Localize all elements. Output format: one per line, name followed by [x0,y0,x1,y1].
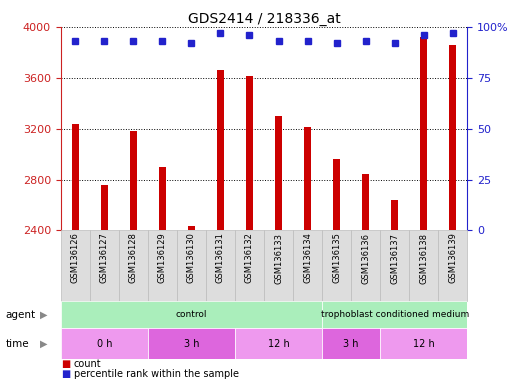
Bar [449,45,456,230]
Text: ▶: ▶ [40,310,47,320]
Bar [380,328,467,359]
Bar [333,159,340,230]
Text: GSM136136: GSM136136 [361,233,370,283]
Bar [130,131,137,230]
Text: time: time [5,339,29,349]
Bar [275,116,282,230]
Bar [351,230,380,301]
Bar [380,230,409,301]
Bar [438,230,467,301]
Bar [148,230,177,301]
Bar [322,230,351,301]
Bar [177,230,206,301]
Text: 3 h: 3 h [184,339,199,349]
Text: 0 h: 0 h [97,339,112,349]
Bar [235,328,322,359]
Text: control: control [176,310,207,319]
Text: ■: ■ [61,359,70,369]
Bar [90,230,119,301]
Text: percentile rank within the sample: percentile rank within the sample [74,369,239,379]
Bar [246,76,253,230]
Bar [322,301,467,328]
Text: GSM136128: GSM136128 [129,233,138,283]
Bar [391,200,398,230]
Text: GDS2414 / 218336_at: GDS2414 / 218336_at [187,12,341,25]
Text: GSM136138: GSM136138 [419,233,428,283]
Bar [61,230,90,301]
Text: trophoblast conditioned medium: trophoblast conditioned medium [320,310,469,319]
Text: agent: agent [5,310,35,320]
Text: GSM136129: GSM136129 [158,233,167,283]
Text: GSM136127: GSM136127 [100,233,109,283]
Bar [148,328,235,359]
Bar [119,230,148,301]
Bar [206,230,235,301]
Text: count: count [74,359,101,369]
Bar [101,185,108,230]
Bar [72,124,79,230]
Text: GSM136135: GSM136135 [332,233,341,283]
Bar [159,167,166,230]
Bar [235,230,264,301]
Text: GSM136130: GSM136130 [187,233,196,283]
Bar [304,127,311,230]
Bar [362,174,369,230]
Text: 12 h: 12 h [413,339,435,349]
Bar [217,70,224,230]
Bar [188,226,195,230]
Text: GSM136131: GSM136131 [216,233,225,283]
Text: ▶: ▶ [40,339,47,349]
Text: GSM136126: GSM136126 [71,233,80,283]
Bar [409,230,438,301]
Text: GSM136139: GSM136139 [448,233,457,283]
Bar [61,301,322,328]
Bar [61,328,148,359]
Bar [264,230,293,301]
Bar [293,230,322,301]
Text: ■: ■ [61,369,70,379]
Text: GSM136132: GSM136132 [245,233,254,283]
Text: 12 h: 12 h [268,339,289,349]
Bar [420,37,427,230]
Bar [322,328,380,359]
Text: GSM136137: GSM136137 [390,233,399,283]
Text: GSM136134: GSM136134 [303,233,312,283]
Text: 3 h: 3 h [343,339,359,349]
Text: GSM136133: GSM136133 [274,233,283,283]
